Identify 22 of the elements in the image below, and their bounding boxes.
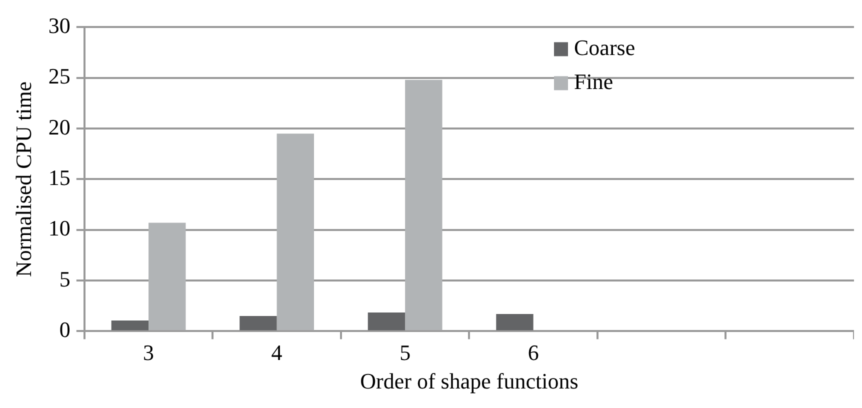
bar bbox=[148, 222, 186, 330]
y-tick-label: 30 bbox=[48, 12, 70, 38]
y-tick-label: 0 bbox=[59, 316, 70, 342]
y-axis-title: Normalised CPU time bbox=[10, 81, 36, 277]
legend-label: Coarse bbox=[574, 34, 636, 60]
legend-label: Fine bbox=[574, 68, 614, 94]
bar bbox=[240, 316, 277, 330]
y-tick-label: 25 bbox=[48, 64, 70, 89]
y-tick-label: 5 bbox=[59, 266, 70, 292]
bar bbox=[368, 312, 406, 330]
x-tick-label: 6 bbox=[528, 340, 539, 366]
x-axis-title: Order of shape functions bbox=[360, 368, 578, 394]
bar bbox=[276, 134, 314, 330]
y-tick-label: 10 bbox=[48, 216, 70, 241]
y-tick-label: 15 bbox=[48, 164, 70, 190]
bar bbox=[496, 314, 534, 330]
x-tick-label: 5 bbox=[400, 340, 411, 366]
x-tick-label: 4 bbox=[271, 340, 282, 366]
bar bbox=[111, 320, 149, 330]
x-tick-label: 3 bbox=[143, 340, 154, 366]
bar bbox=[405, 80, 442, 330]
y-tick-label: 20 bbox=[48, 114, 70, 140]
